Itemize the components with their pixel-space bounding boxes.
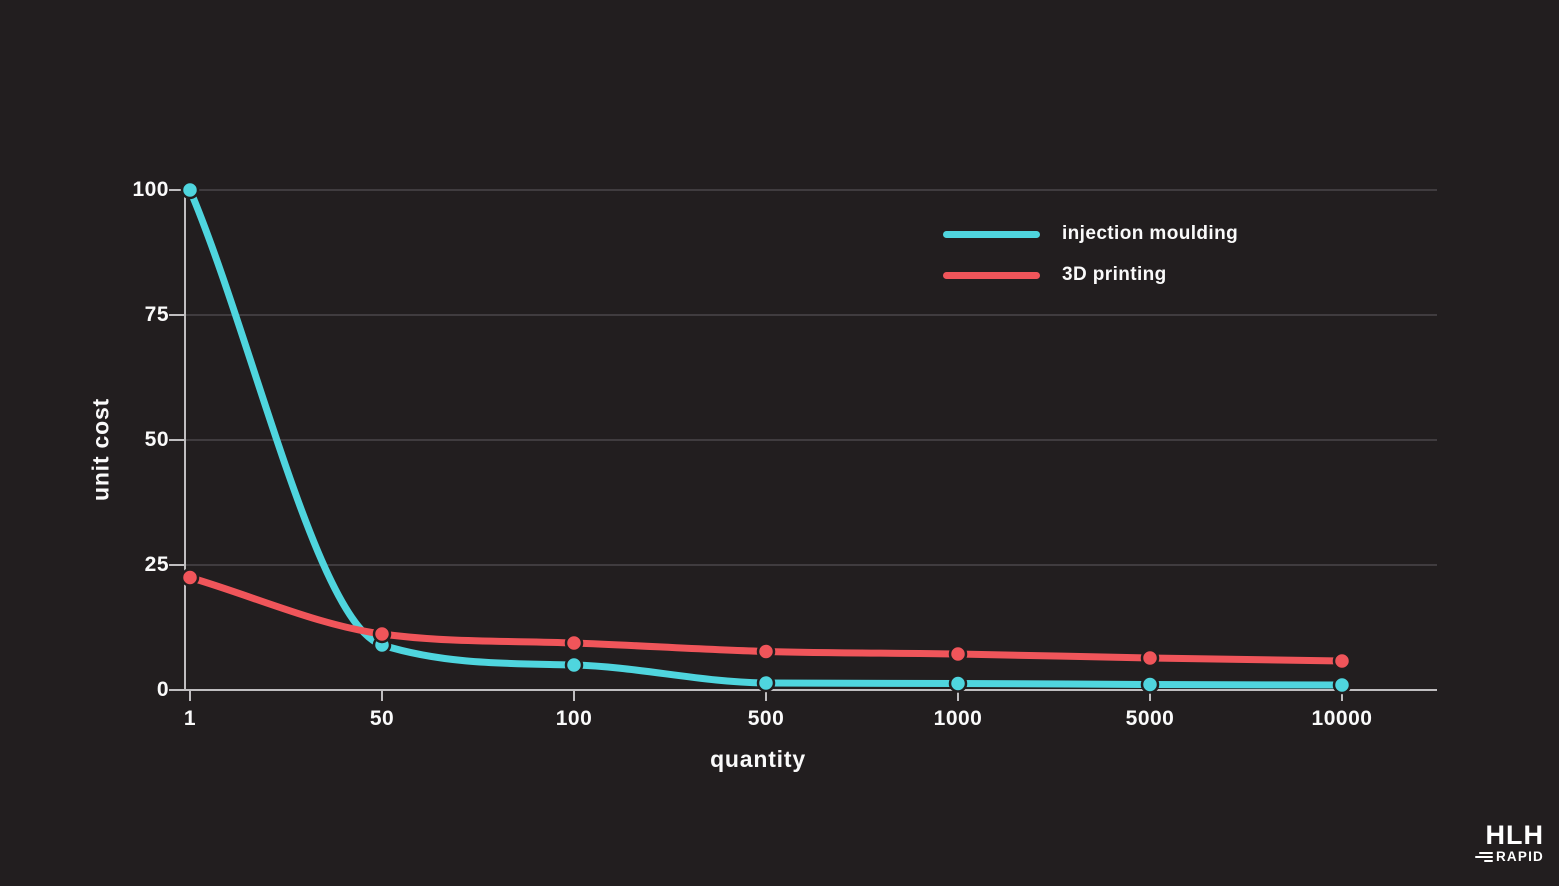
data-point xyxy=(564,655,584,675)
x-tick-label: 5000 xyxy=(1125,707,1175,730)
y-tick-label: 50 xyxy=(144,428,169,451)
legend-label-3d-printing: 3D printing xyxy=(1062,264,1167,285)
legend-item-3d-printing: 3D printing xyxy=(943,263,1238,287)
x-tick-label: 50 xyxy=(369,707,395,730)
x-tick-label: 100 xyxy=(555,707,593,730)
data-point xyxy=(1332,651,1352,671)
data-point xyxy=(180,180,200,200)
legend-swatch-injection-moulding xyxy=(943,230,1040,238)
x-tick-label: 10000 xyxy=(1311,707,1373,730)
brand-logo-primary: HLH xyxy=(1485,820,1544,850)
data-point xyxy=(180,568,200,587)
y-tick-label: 0 xyxy=(156,678,169,701)
data-point xyxy=(1140,648,1160,668)
y-tick-label: 100 xyxy=(132,178,169,201)
data-point xyxy=(756,642,776,661)
legend-swatch-3d-printing xyxy=(943,271,1040,279)
x-tick-label: 1000 xyxy=(933,707,983,730)
data-point xyxy=(1332,675,1352,695)
data-point xyxy=(756,673,776,693)
brand-logo-tagline: RAPID xyxy=(1464,850,1544,864)
x-tick-label: 1 xyxy=(183,707,197,730)
y-axis-title: unit cost xyxy=(87,397,114,502)
y-tick-label: 75 xyxy=(144,303,169,326)
x-axis-title: quantity xyxy=(710,746,806,772)
data-point xyxy=(372,624,392,644)
brand-logo-secondary: RAPID xyxy=(1495,849,1544,864)
data-point xyxy=(948,674,968,693)
data-point xyxy=(1140,675,1160,694)
x-tick-label: 500 xyxy=(747,707,785,730)
legend-label-injection-moulding: injection moulding xyxy=(1062,223,1239,244)
legend-item-injection-moulding: injection moulding xyxy=(943,222,1238,246)
speed-lines-icon xyxy=(1474,852,1493,862)
legend: injection moulding 3D printing xyxy=(943,222,1238,287)
data-point xyxy=(564,633,584,653)
y-tick-label: 25 xyxy=(144,553,169,576)
brand-logo: HLH RAPID xyxy=(1464,820,1544,864)
data-point xyxy=(948,644,968,664)
